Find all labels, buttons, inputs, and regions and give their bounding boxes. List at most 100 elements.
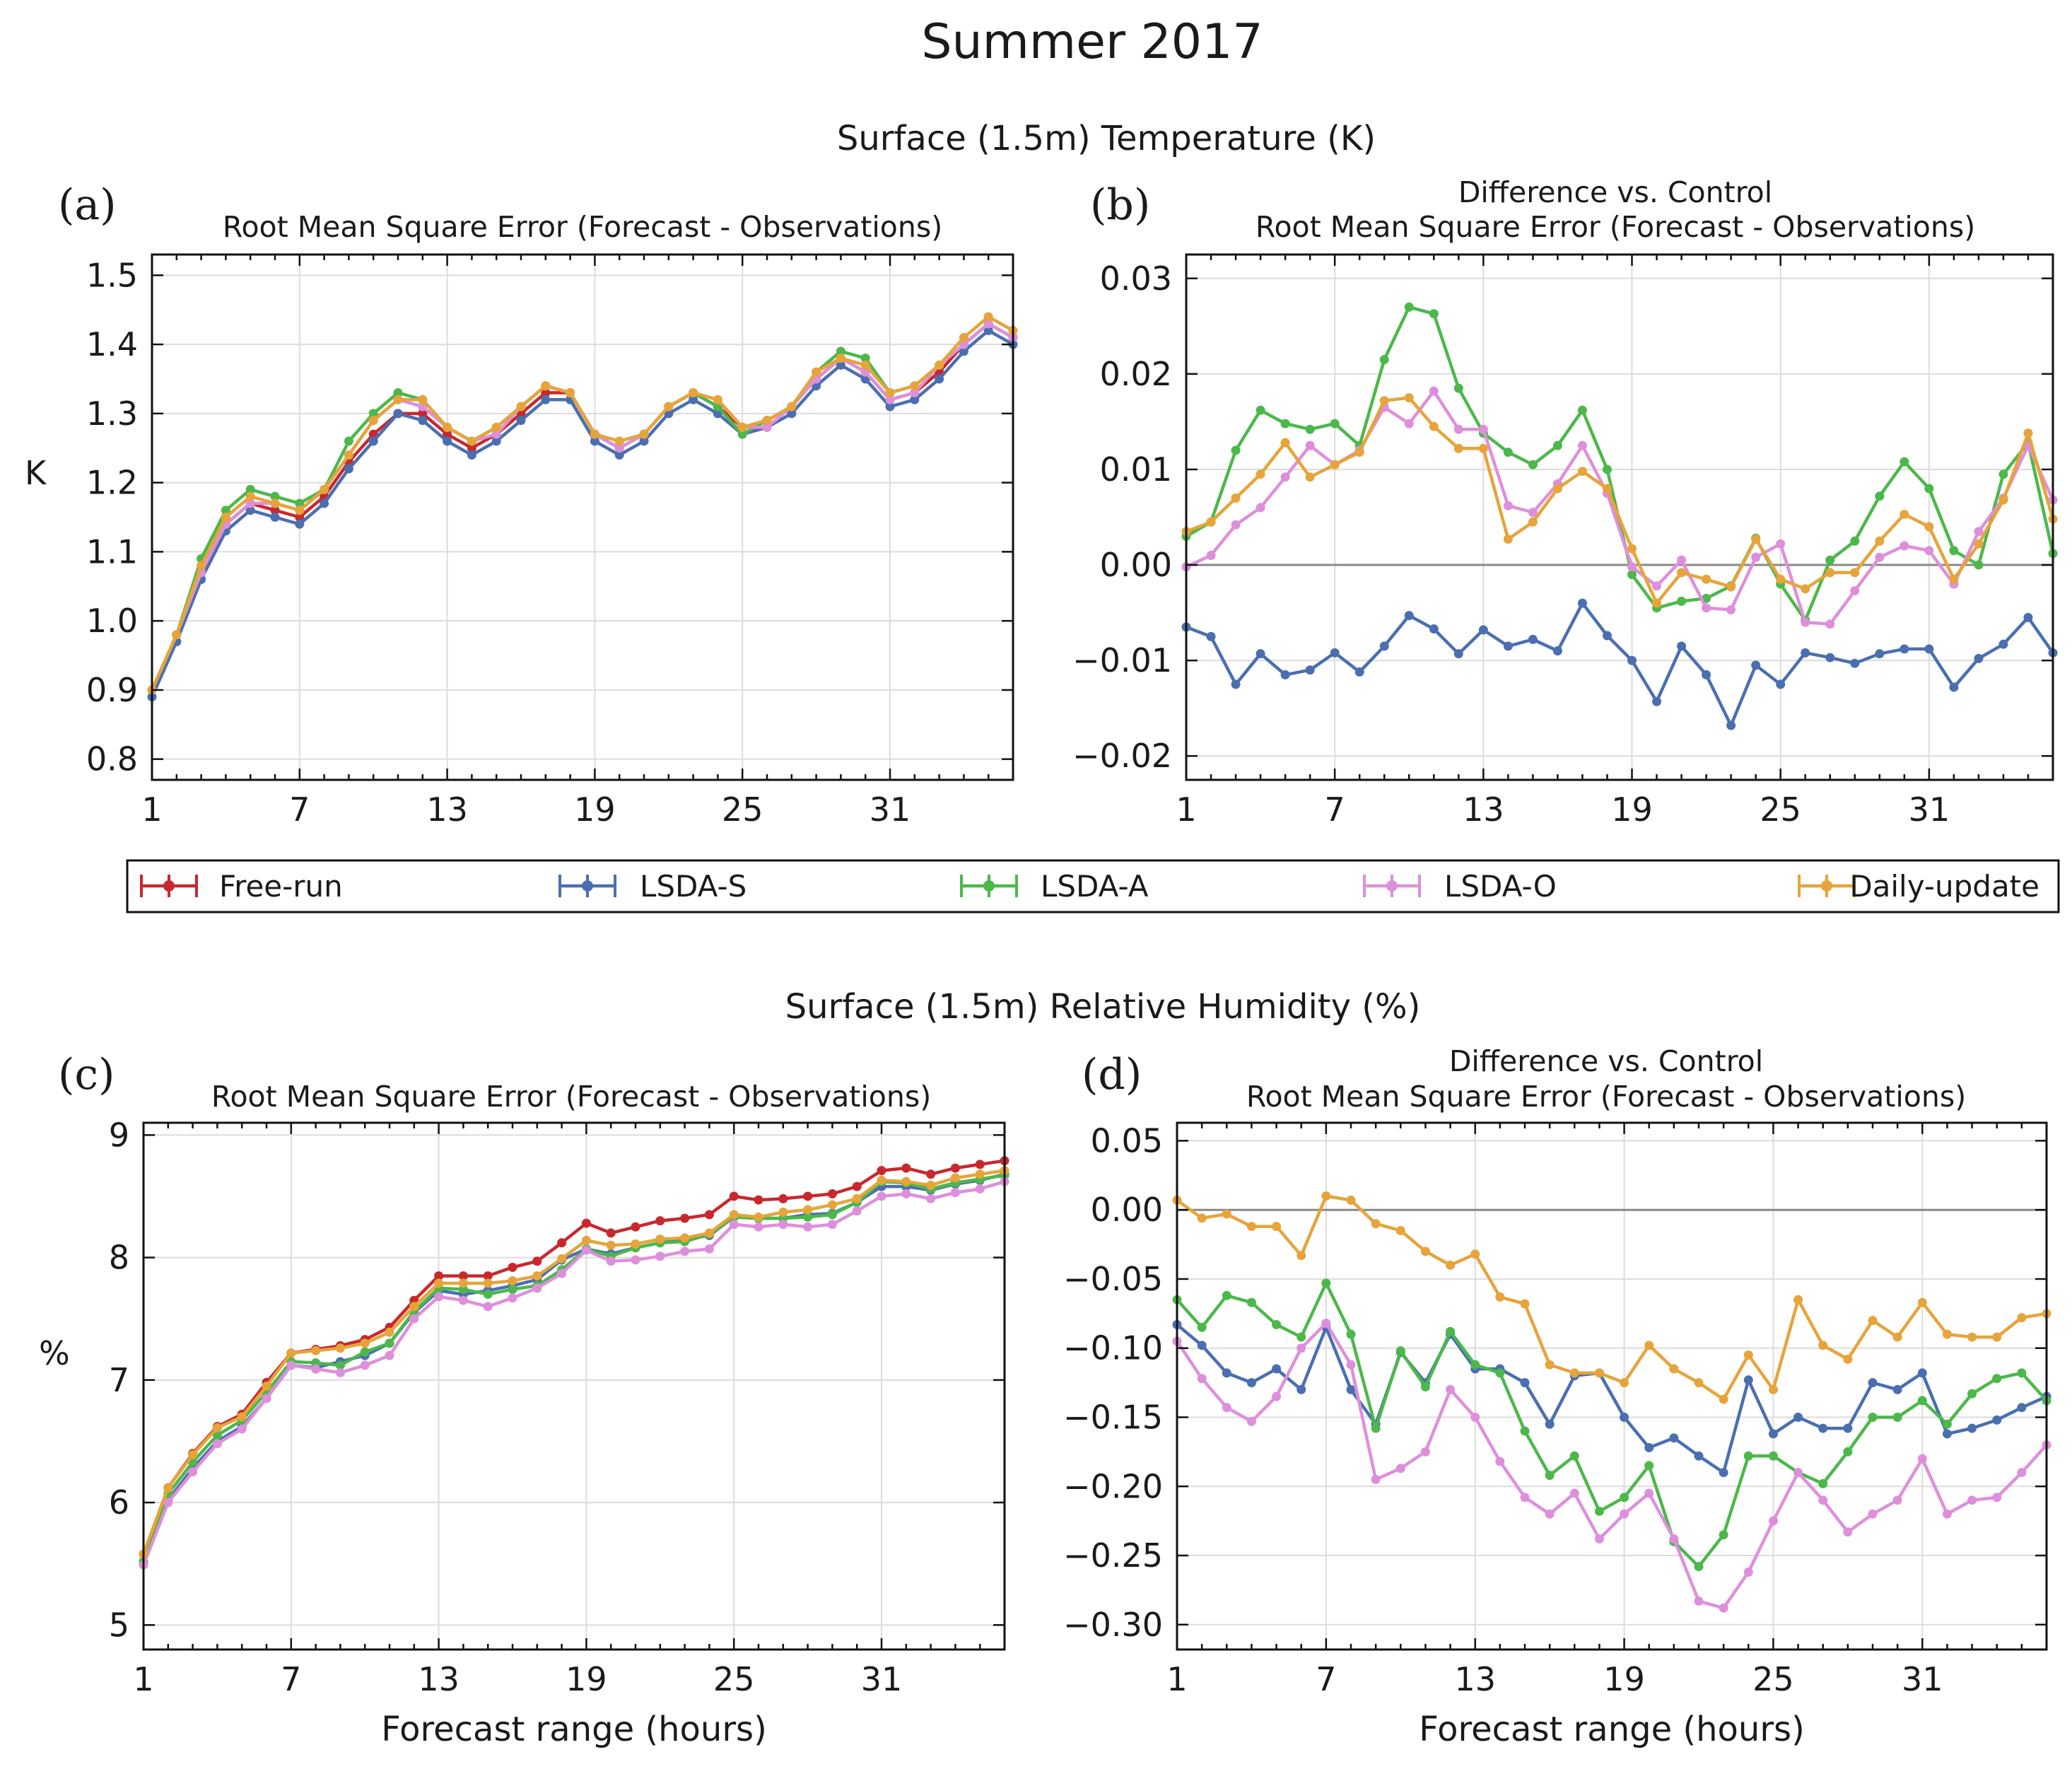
y-tick-label: −0.30 bbox=[1063, 1606, 1163, 1644]
data-point-lsda-s bbox=[1602, 631, 1612, 641]
data-point-free-run bbox=[581, 1218, 591, 1228]
data-point-lsda-s bbox=[467, 450, 476, 460]
data-point-lsda-a bbox=[1470, 1360, 1480, 1370]
y-tick-label: 5 bbox=[109, 1606, 129, 1644]
data-point-lsda-s bbox=[787, 409, 797, 419]
data-point-lsda-a bbox=[1917, 1396, 1927, 1406]
data-point-daily-update bbox=[1719, 1394, 1728, 1404]
data-point-lsda-o bbox=[655, 1251, 665, 1261]
data-point-daily-update bbox=[163, 1483, 173, 1493]
x-tick-label: 31 bbox=[1909, 790, 1950, 829]
data-point-lsda-o bbox=[1992, 1493, 2002, 1502]
data-point-lsda-s bbox=[689, 395, 698, 404]
data-point-lsda-a bbox=[1297, 1332, 1306, 1342]
data-point-lsda-s bbox=[2023, 612, 2033, 622]
data-point-lsda-s bbox=[1967, 1423, 1977, 1433]
panel-b-series-daily-update bbox=[1181, 393, 2058, 608]
data-point-lsda-o bbox=[1669, 1534, 1679, 1544]
data-point-lsda-o bbox=[1569, 1488, 1579, 1498]
data-point-daily-update bbox=[1404, 393, 1414, 403]
y-tick-label: 0.02 bbox=[1100, 355, 1172, 393]
panel-d-series-lsda-o bbox=[1172, 1319, 2051, 1613]
series-line-lsda-s bbox=[1186, 601, 2054, 728]
data-point-lsda-o bbox=[827, 1220, 837, 1230]
data-point-lsda-a bbox=[1552, 440, 1562, 450]
data-point-lsda-s bbox=[1206, 631, 1216, 641]
data-point-lsda-o bbox=[1843, 1527, 1853, 1537]
data-point-lsda-o bbox=[581, 1245, 591, 1255]
data-point-daily-update bbox=[1552, 484, 1562, 494]
data-point-lsda-o bbox=[1726, 605, 1736, 615]
data-point-lsda-o bbox=[1246, 1416, 1256, 1426]
data-point-daily-update bbox=[1875, 536, 1885, 546]
data-point-daily-update bbox=[901, 1177, 911, 1186]
y-tick-label: 0.9 bbox=[86, 671, 138, 709]
data-point-lsda-s bbox=[1942, 1429, 1952, 1439]
data-point-daily-update bbox=[1825, 568, 1835, 578]
data-point-daily-update bbox=[286, 1348, 296, 1358]
data-point-lsda-o bbox=[614, 443, 624, 453]
data-point-daily-update bbox=[655, 1234, 665, 1244]
data-point-lsda-o bbox=[1892, 1495, 1902, 1505]
data-point-daily-update bbox=[566, 388, 575, 398]
data-point-lsda-o bbox=[508, 1293, 517, 1303]
data-point-lsda-s bbox=[910, 395, 920, 404]
data-point-daily-update bbox=[172, 630, 182, 640]
data-point-lsda-s bbox=[1726, 720, 1736, 730]
y-tick-label: −0.25 bbox=[1063, 1536, 1163, 1575]
data-point-daily-update bbox=[320, 484, 329, 494]
data-point-lsda-o bbox=[286, 1360, 296, 1370]
data-point-lsda-a bbox=[1246, 1297, 1256, 1307]
data-point-lsda-a bbox=[1495, 1368, 1505, 1378]
data-point-lsda-s bbox=[1702, 670, 1711, 679]
y-tick-label: 0.05 bbox=[1091, 1121, 1163, 1160]
data-point-lsda-o bbox=[606, 1256, 616, 1266]
data-point-lsda-s bbox=[1620, 1412, 1629, 1422]
data-point-free-run bbox=[434, 1271, 444, 1281]
data-point-lsda-a bbox=[1231, 445, 1241, 455]
data-point-lsda-a bbox=[1620, 1493, 1629, 1502]
series-line-lsda-a bbox=[1185, 305, 2055, 622]
data-point-lsda-o bbox=[434, 1292, 444, 1302]
legend-item-lsda-o: LSDA-O bbox=[1363, 869, 1557, 904]
data-point-daily-update bbox=[1924, 522, 1934, 532]
data-point-free-run bbox=[467, 443, 476, 453]
legend-label: Free-run bbox=[219, 869, 343, 904]
data-point-lsda-o bbox=[1545, 1509, 1555, 1519]
legend-label: LSDA-O bbox=[1444, 869, 1557, 904]
data-point-daily-update bbox=[606, 1240, 616, 1250]
series-line-lsda-o bbox=[1176, 1321, 2048, 1610]
data-point-lsda-a bbox=[1453, 383, 1463, 393]
data-point-daily-update bbox=[1420, 1247, 1430, 1256]
data-point-lsda-s bbox=[1272, 1364, 1282, 1374]
data-point-lsda-s bbox=[1900, 644, 1909, 654]
data-point-lsda-o bbox=[1850, 586, 1860, 596]
data-point-lsda-o bbox=[360, 1360, 370, 1370]
data-point-lsda-s bbox=[1577, 598, 1587, 608]
data-point-daily-update bbox=[639, 429, 649, 439]
legend-label: LSDA-A bbox=[1041, 869, 1149, 904]
data-point-free-run bbox=[541, 388, 551, 398]
y-tick-label: −0.15 bbox=[1063, 1398, 1163, 1436]
data-point-daily-update bbox=[778, 1207, 788, 1217]
data-point-lsda-s bbox=[1793, 1412, 1803, 1422]
data-point-lsda-s bbox=[1197, 1341, 1207, 1350]
data-point-lsda-a bbox=[1850, 536, 1860, 546]
data-point-lsda-o bbox=[2017, 1468, 2027, 1478]
data-point-lsda-o bbox=[1594, 1534, 1604, 1544]
legend-frame bbox=[126, 859, 2060, 913]
x-tick-label: 31 bbox=[870, 790, 911, 829]
y-tick-label: 6 bbox=[109, 1483, 129, 1522]
data-point-lsda-o bbox=[262, 1394, 271, 1403]
data-point-lsda-a bbox=[483, 1290, 493, 1300]
data-point-daily-update bbox=[1992, 1332, 2002, 1342]
panel-c-series-lsda-a bbox=[139, 1171, 1009, 1566]
data-point-daily-update bbox=[631, 1239, 640, 1249]
y-tick-label: −0.20 bbox=[1063, 1467, 1163, 1505]
series-line-lsda-o bbox=[1186, 389, 2055, 626]
panel-d-series-daily-update bbox=[1172, 1191, 2051, 1404]
data-point-daily-update bbox=[434, 1278, 444, 1288]
data-point-lsda-s bbox=[1719, 1468, 1728, 1478]
data-point-lsda-a bbox=[803, 1212, 813, 1222]
data-point-lsda-s bbox=[1644, 1443, 1654, 1453]
